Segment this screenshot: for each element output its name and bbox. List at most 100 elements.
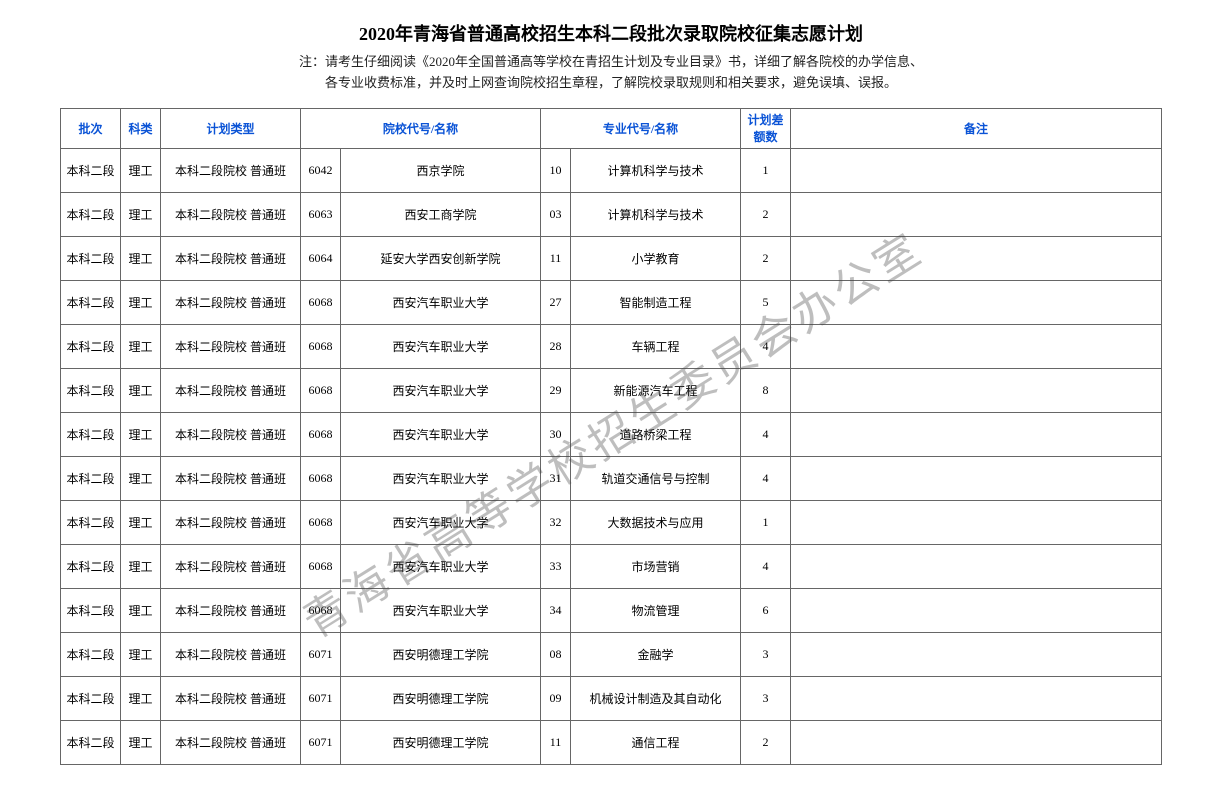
table-row: 本科二段理工本科二段院校 普通班6068西安汽车职业大学28车辆工程4 bbox=[61, 324, 1162, 368]
cell-major: 新能源汽车工程 bbox=[571, 368, 741, 412]
cell-mcode: 29 bbox=[541, 368, 571, 412]
cell-gap: 4 bbox=[741, 456, 791, 500]
cell-plan: 本科二段院校 普通班 bbox=[161, 500, 301, 544]
cell-scode: 6071 bbox=[301, 676, 341, 720]
cell-major: 大数据技术与应用 bbox=[571, 500, 741, 544]
cell-subject: 理工 bbox=[121, 148, 161, 192]
cell-batch: 本科二段 bbox=[61, 632, 121, 676]
table-header-row: 批次 科类 计划类型 院校代号/名称 专业代号/名称 计划差额数 备注 bbox=[61, 108, 1162, 148]
cell-batch: 本科二段 bbox=[61, 324, 121, 368]
cell-scode: 6068 bbox=[301, 368, 341, 412]
cell-remark bbox=[791, 368, 1162, 412]
cell-batch: 本科二段 bbox=[61, 676, 121, 720]
plan-table: 批次 科类 计划类型 院校代号/名称 专业代号/名称 计划差额数 备注 本科二段… bbox=[60, 108, 1162, 765]
cell-plan: 本科二段院校 普通班 bbox=[161, 632, 301, 676]
cell-gap: 5 bbox=[741, 280, 791, 324]
cell-school: 西安明德理工学院 bbox=[341, 720, 541, 764]
cell-subject: 理工 bbox=[121, 412, 161, 456]
col-header-major: 专业代号/名称 bbox=[541, 108, 741, 148]
cell-scode: 6064 bbox=[301, 236, 341, 280]
cell-school: 西安汽车职业大学 bbox=[341, 280, 541, 324]
cell-plan: 本科二段院校 普通班 bbox=[161, 368, 301, 412]
cell-plan: 本科二段院校 普通班 bbox=[161, 324, 301, 368]
cell-subject: 理工 bbox=[121, 368, 161, 412]
cell-major: 通信工程 bbox=[571, 720, 741, 764]
cell-plan: 本科二段院校 普通班 bbox=[161, 544, 301, 588]
cell-school: 西安汽车职业大学 bbox=[341, 368, 541, 412]
cell-batch: 本科二段 bbox=[61, 588, 121, 632]
cell-school: 西安汽车职业大学 bbox=[341, 324, 541, 368]
cell-gap: 3 bbox=[741, 632, 791, 676]
col-header-remark: 备注 bbox=[791, 108, 1162, 148]
cell-plan: 本科二段院校 普通班 bbox=[161, 280, 301, 324]
cell-remark bbox=[791, 280, 1162, 324]
cell-gap: 2 bbox=[741, 720, 791, 764]
cell-remark bbox=[791, 588, 1162, 632]
cell-scode: 6068 bbox=[301, 456, 341, 500]
cell-batch: 本科二段 bbox=[61, 280, 121, 324]
cell-remark bbox=[791, 148, 1162, 192]
cell-batch: 本科二段 bbox=[61, 236, 121, 280]
cell-mcode: 28 bbox=[541, 324, 571, 368]
cell-major: 物流管理 bbox=[571, 588, 741, 632]
cell-scode: 6042 bbox=[301, 148, 341, 192]
note-line-1: 注：请考生仔细阅读《2020年全国普通高等学校在青招生计划及专业目录》书，详细了… bbox=[299, 54, 923, 69]
cell-gap: 1 bbox=[741, 500, 791, 544]
cell-mcode: 31 bbox=[541, 456, 571, 500]
cell-batch: 本科二段 bbox=[61, 500, 121, 544]
cell-scode: 6068 bbox=[301, 324, 341, 368]
cell-gap: 6 bbox=[741, 588, 791, 632]
col-header-school: 院校代号/名称 bbox=[301, 108, 541, 148]
cell-gap: 4 bbox=[741, 544, 791, 588]
table-row: 本科二段理工本科二段院校 普通班6071西安明德理工学院08金融学3 bbox=[61, 632, 1162, 676]
table-row: 本科二段理工本科二段院校 普通班6068西安汽车职业大学27智能制造工程5 bbox=[61, 280, 1162, 324]
cell-remark bbox=[791, 324, 1162, 368]
col-header-gap: 计划差额数 bbox=[741, 108, 791, 148]
cell-remark bbox=[791, 720, 1162, 764]
cell-remark bbox=[791, 632, 1162, 676]
cell-school: 西安汽车职业大学 bbox=[341, 500, 541, 544]
table-row: 本科二段理工本科二段院校 普通班6068西安汽车职业大学33市场营销4 bbox=[61, 544, 1162, 588]
cell-mcode: 10 bbox=[541, 148, 571, 192]
cell-gap: 4 bbox=[741, 412, 791, 456]
cell-mcode: 03 bbox=[541, 192, 571, 236]
cell-scode: 6068 bbox=[301, 500, 341, 544]
cell-school: 西安汽车职业大学 bbox=[341, 412, 541, 456]
cell-gap: 8 bbox=[741, 368, 791, 412]
cell-school: 西安汽车职业大学 bbox=[341, 544, 541, 588]
col-header-batch: 批次 bbox=[61, 108, 121, 148]
table-row: 本科二段理工本科二段院校 普通班6063西安工商学院03计算机科学与技术2 bbox=[61, 192, 1162, 236]
cell-gap: 4 bbox=[741, 324, 791, 368]
cell-school: 延安大学西安创新学院 bbox=[341, 236, 541, 280]
cell-subject: 理工 bbox=[121, 236, 161, 280]
cell-major: 道路桥梁工程 bbox=[571, 412, 741, 456]
cell-remark bbox=[791, 456, 1162, 500]
cell-plan: 本科二段院校 普通班 bbox=[161, 148, 301, 192]
cell-plan: 本科二段院校 普通班 bbox=[161, 456, 301, 500]
cell-batch: 本科二段 bbox=[61, 368, 121, 412]
cell-plan: 本科二段院校 普通班 bbox=[161, 236, 301, 280]
cell-scode: 6063 bbox=[301, 192, 341, 236]
col-header-plan-type: 计划类型 bbox=[161, 108, 301, 148]
cell-mcode: 33 bbox=[541, 544, 571, 588]
cell-major: 机械设计制造及其自动化 bbox=[571, 676, 741, 720]
table-row: 本科二段理工本科二段院校 普通班6068西安汽车职业大学32大数据技术与应用1 bbox=[61, 500, 1162, 544]
cell-school: 西京学院 bbox=[341, 148, 541, 192]
cell-mcode: 09 bbox=[541, 676, 571, 720]
cell-subject: 理工 bbox=[121, 720, 161, 764]
cell-scode: 6071 bbox=[301, 720, 341, 764]
cell-scode: 6071 bbox=[301, 632, 341, 676]
cell-subject: 理工 bbox=[121, 324, 161, 368]
cell-gap: 2 bbox=[741, 236, 791, 280]
cell-gap: 2 bbox=[741, 192, 791, 236]
cell-subject: 理工 bbox=[121, 588, 161, 632]
cell-scode: 6068 bbox=[301, 412, 341, 456]
cell-batch: 本科二段 bbox=[61, 544, 121, 588]
cell-remark bbox=[791, 192, 1162, 236]
cell-major: 计算机科学与技术 bbox=[571, 192, 741, 236]
table-row: 本科二段理工本科二段院校 普通班6068西安汽车职业大学29新能源汽车工程8 bbox=[61, 368, 1162, 412]
cell-mcode: 11 bbox=[541, 236, 571, 280]
cell-major: 轨道交通信号与控制 bbox=[571, 456, 741, 500]
cell-subject: 理工 bbox=[121, 632, 161, 676]
cell-major: 市场营销 bbox=[571, 544, 741, 588]
